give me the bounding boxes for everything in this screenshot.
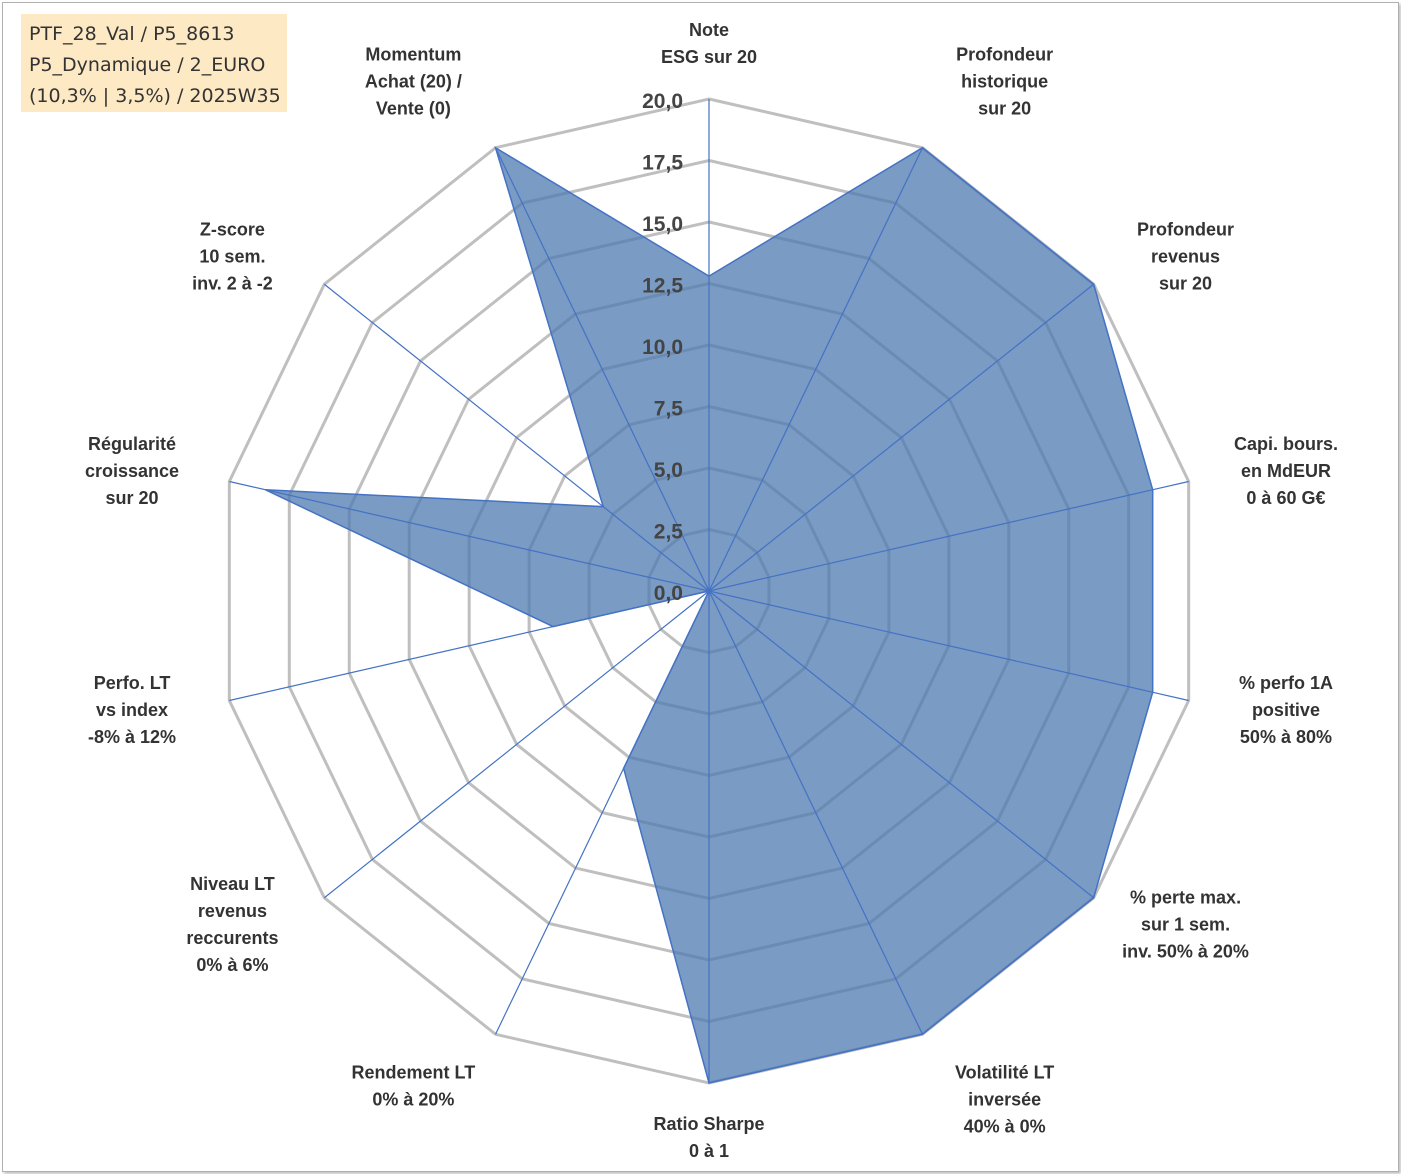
axis-label-line: Achat (20) / — [365, 71, 462, 91]
axis-label-10: Perfo. LT vs index -8% à 12% — [88, 673, 176, 747]
axis-label-line: Capi. bours. — [1234, 434, 1338, 454]
axis-label-line: Rendement LT — [352, 1063, 476, 1083]
axis-label-line: croissance — [85, 461, 179, 481]
axis-label-line: Z-score — [200, 219, 265, 239]
tick-label: 5,0 — [654, 459, 683, 482]
axis-label-8: Rendement LT 0% à 20% — [352, 1063, 476, 1110]
info-box: PTF_28_Val / P5_8613 P5_Dynamique / 2_EU… — [21, 14, 287, 112]
axis-label-4: % perfo 1A positive 50% à 80% — [1239, 673, 1333, 747]
axis-label-line: % perte max. — [1130, 888, 1241, 908]
spoke-5 — [708, 590, 1095, 899]
axis-label-line: historique — [961, 71, 1048, 91]
axis-label-12: Z-score 10 sem. inv. 2 à -2 — [192, 219, 273, 293]
axis-label-6: Volatilité LT inversée 40% à 0% — [955, 1063, 1054, 1137]
axis-label-line: revenus — [198, 901, 267, 921]
axis-label-13: Momentum Achat (20) / Vente (0) — [365, 44, 462, 118]
axis-label-line: reccurents — [186, 928, 278, 948]
info-line-3: (10,3% | 3,5%) / 2025W35 — [29, 85, 281, 107]
axis-label-1: Profondeur historique sur 20 — [956, 44, 1053, 118]
axis-label-line: Niveau LT — [190, 874, 275, 894]
axis-label-line: 0 à 60 G€ — [1246, 488, 1325, 508]
spoke-3 — [708, 480, 1189, 592]
spoke-8 — [494, 590, 710, 1035]
axis-label-line: 50% à 80% — [1240, 727, 1332, 747]
axis-label-line: 40% à 0% — [964, 1117, 1046, 1137]
axis-label-line: Volatilité LT — [955, 1063, 1054, 1083]
axis-label-line: sur 20 — [978, 98, 1031, 118]
tick-label: 17,5 — [642, 152, 683, 175]
spoke-2 — [708, 283, 1095, 592]
info-line-1: PTF_28_Val / P5_8613 — [29, 23, 235, 45]
axis-label-line: 0% à 6% — [196, 955, 268, 975]
tick-label: 7,5 — [654, 398, 684, 421]
axis-label-line: 0% à 20% — [372, 1090, 454, 1110]
axis-label-line: sur 1 sem. — [1141, 915, 1230, 935]
tick-label: 12,5 — [642, 275, 683, 298]
axis-label-line: Vente (0) — [376, 98, 451, 118]
axis-label-line: Profondeur — [1137, 219, 1234, 239]
axis-label-line: Profondeur — [956, 44, 1053, 64]
axis-label-line: sur 20 — [106, 488, 159, 508]
axis-label-3: Capi. bours. en MdEUR 0 à 60 G€ — [1234, 434, 1338, 508]
spoke-4 — [708, 590, 1189, 702]
spoke-11 — [229, 480, 710, 592]
spoke-12 — [323, 283, 710, 592]
axis-label-2: Profondeur revenus sur 20 — [1137, 219, 1234, 293]
tick-label: 20,0 — [642, 90, 683, 113]
axis-label-line: en MdEUR — [1241, 461, 1331, 481]
axis-label-line: ESG sur 20 — [661, 47, 757, 67]
tick-label: 2,5 — [654, 521, 684, 544]
axis-label-line: revenus — [1151, 246, 1220, 266]
spoke-1 — [708, 147, 924, 592]
axis-label-9: Niveau LT revenus reccurents 0% à 6% — [186, 874, 278, 975]
tick-label: 15,0 — [642, 213, 683, 236]
spoke-10 — [229, 590, 710, 702]
axis-label-11: Régularité croissance sur 20 — [85, 434, 179, 508]
axis-label-line: vs index — [96, 700, 168, 720]
axis-label-line: inv. 50% à 20% — [1122, 942, 1249, 962]
axis-label-line: Momentum — [365, 44, 461, 64]
tick-label: 10,0 — [642, 336, 683, 359]
tick-label: 0,0 — [654, 582, 683, 605]
axis-label-line: -8% à 12% — [88, 727, 176, 747]
axis-label-line: inversée — [968, 1090, 1041, 1110]
axis-label-7: Ratio Sharpe 0 à 1 — [653, 1114, 764, 1161]
axis-label-line: Ratio Sharpe — [653, 1114, 764, 1134]
axis-label-line: % perfo 1A — [1239, 673, 1333, 693]
axis-label-line: 0 à 1 — [689, 1141, 729, 1161]
axis-label-5: % perte max. sur 1 sem. inv. 50% à 20% — [1122, 888, 1249, 962]
axis-label-line: Régularité — [88, 434, 176, 454]
spoke-6 — [708, 590, 924, 1035]
axis-label-line: Note — [689, 20, 729, 40]
axis-label-line: Perfo. LT — [94, 673, 171, 693]
axis-label-line: positive — [1252, 700, 1320, 720]
axis-label-line: 10 sem. — [199, 246, 265, 266]
spoke-9 — [323, 590, 710, 899]
axis-label-line: inv. 2 à -2 — [192, 273, 273, 293]
axis-label-line: sur 20 — [1159, 273, 1212, 293]
spoke-13 — [494, 147, 710, 592]
info-line-2: P5_Dynamique / 2_EURO — [29, 54, 266, 76]
axis-label-0: Note ESG sur 20 — [661, 20, 757, 67]
